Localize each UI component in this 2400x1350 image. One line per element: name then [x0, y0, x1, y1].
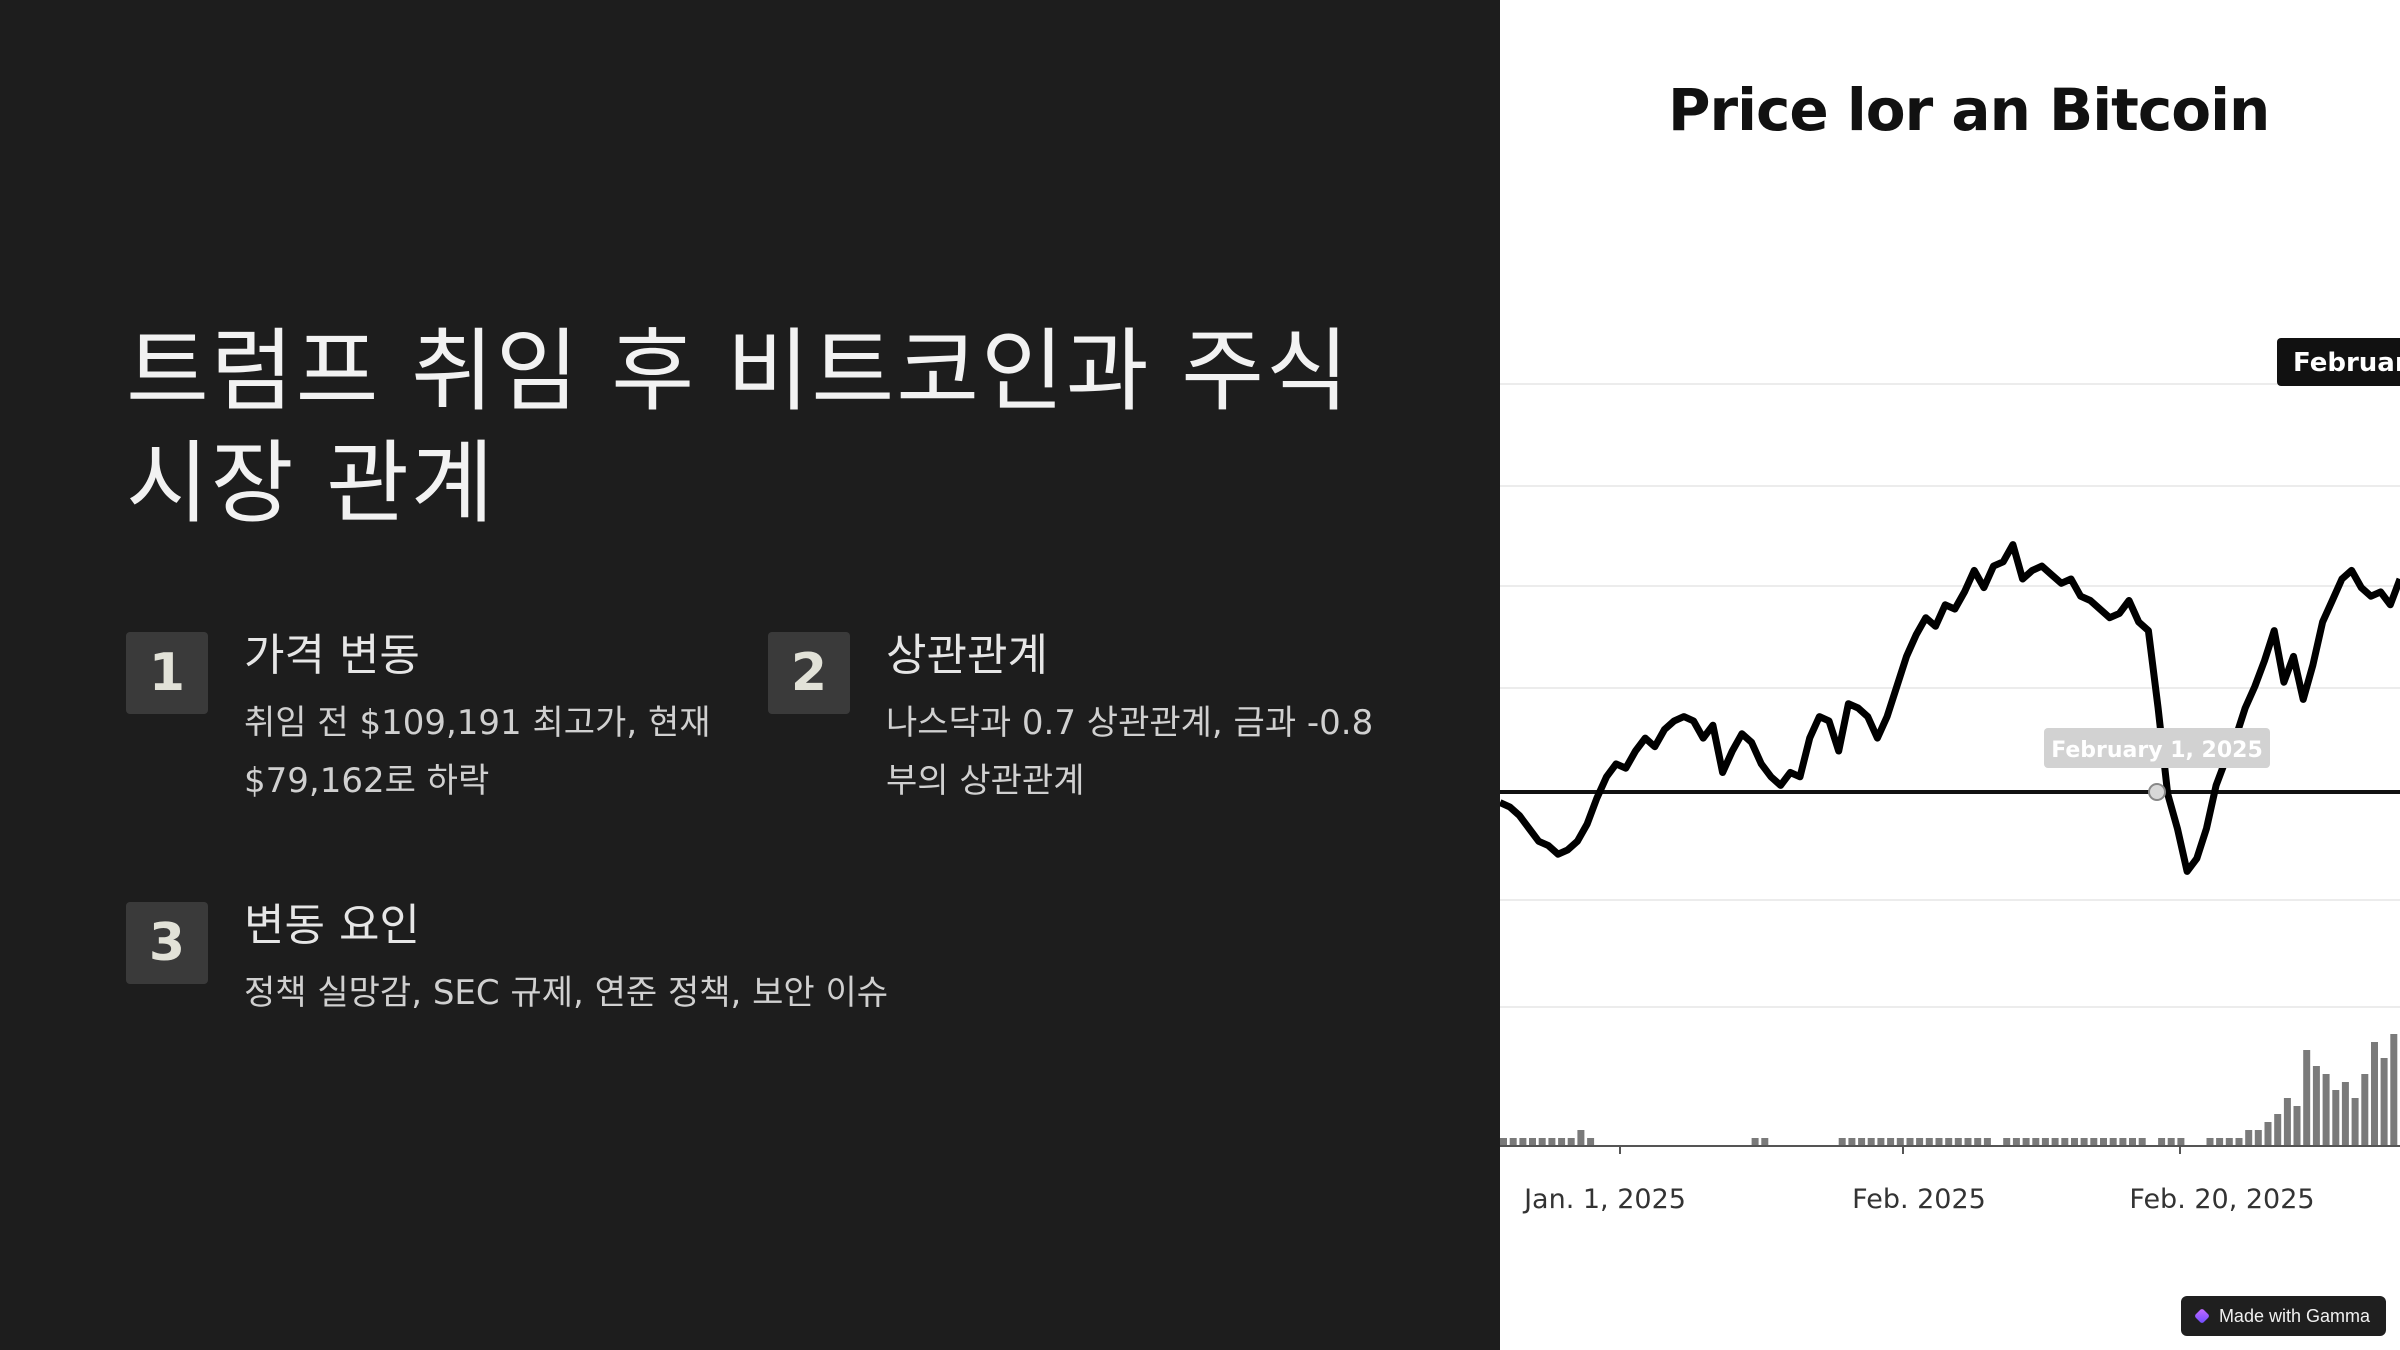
volume-bar	[2061, 1138, 2069, 1146]
volume-bar	[2167, 1138, 2175, 1146]
volume-bar	[2109, 1138, 2117, 1146]
volume-bar	[2080, 1138, 2088, 1146]
volume-bar	[1751, 1138, 1759, 1146]
x-tick-label: Jan. 1, 2025	[1522, 1184, 1686, 1215]
volume-bar	[2380, 1058, 2388, 1146]
volume-bar	[1964, 1138, 1972, 1146]
volume-bar	[1529, 1138, 1536, 1146]
volume-bar	[2090, 1138, 2098, 1146]
number-badge: 3	[126, 902, 208, 984]
volume-bar	[2293, 1106, 2301, 1146]
volume-bars	[1500, 1034, 2398, 1146]
volume-bar	[2158, 1138, 2166, 1146]
volume-bar	[1954, 1138, 1962, 1146]
volume-bar	[2041, 1138, 2049, 1146]
volume-bar	[2177, 1138, 2185, 1146]
volume-bar	[1500, 1138, 1507, 1146]
volume-bar	[2138, 1138, 2146, 1146]
volume-bar	[1838, 1138, 1846, 1146]
chart-image-panel: Price lor an Bitcoin February 1, 2025 Fe…	[1500, 0, 2400, 1350]
volume-bar	[1587, 1138, 1595, 1146]
volume-bar	[2245, 1130, 2253, 1146]
volume-bar	[2274, 1114, 2282, 1146]
volume-bar	[1887, 1138, 1895, 1146]
volume-bar	[2225, 1138, 2233, 1146]
volume-bar	[2022, 1138, 2030, 1146]
gamma-logo-icon	[2194, 1308, 2210, 1324]
volume-bar	[1983, 1138, 1991, 1146]
volume-bar	[1567, 1138, 1575, 1146]
item-title: 변동 요인	[244, 900, 420, 951]
volume-bar	[1548, 1138, 1556, 1146]
volume-bar	[2051, 1138, 2059, 1146]
volume-bar	[1538, 1138, 1546, 1146]
number-badge: 1	[126, 632, 208, 714]
volume-bar	[2283, 1098, 2291, 1146]
volume-bar	[2341, 1082, 2349, 1146]
item-description: 나스닥과 0.7 상관관계, 금과 -0.8 부의 상관관계	[886, 703, 1374, 801]
volume-bar	[2390, 1034, 2398, 1146]
volume-bar	[2264, 1122, 2272, 1146]
chart-gridlines	[1500, 383, 2400, 1008]
volume-bar	[2332, 1090, 2340, 1146]
volume-bar	[2303, 1050, 2311, 1146]
text-panel: 트럼프 취임 후 비트코인과 주식시장 관계 1 가격 변동 취임 전 $109…	[126, 319, 1374, 1013]
volume-bar	[2371, 1042, 2378, 1146]
volume-bar	[2322, 1074, 2330, 1146]
item-title: 가격 변동	[244, 630, 420, 681]
item-description: 정책 실망감, SEC 규제, 연준 정책, 보안 이슈	[244, 973, 889, 1013]
volume-bar	[2254, 1130, 2262, 1146]
volume-bar	[1916, 1138, 1924, 1146]
slide-title: 트럼프 취임 후 비트코인과 주식시장 관계	[126, 319, 1351, 536]
volume-bar	[1577, 1130, 1585, 1146]
volume-bar	[2129, 1138, 2136, 1146]
volume-bar	[1974, 1138, 1982, 1146]
x-tick-label: Feb. 20, 2025	[2129, 1184, 2314, 1215]
volume-bar	[2071, 1138, 2078, 1146]
volume-bar	[1906, 1138, 1914, 1146]
annotation-top-label: February	[2293, 348, 2400, 378]
made-with-gamma-badge[interactable]: Made with Gamma	[2180, 1296, 2386, 1336]
gamma-badge-label: Made with Gamma	[2218, 1305, 2370, 1326]
volume-bar	[1867, 1138, 1875, 1146]
volume-bar	[2351, 1098, 2359, 1146]
annotation-mid-label: February 1, 2025	[2051, 738, 2263, 763]
volume-bar	[2119, 1138, 2127, 1146]
annotation-mid: February 1, 2025	[2044, 728, 2270, 801]
volume-bar	[2032, 1138, 2040, 1146]
volume-bar	[2312, 1066, 2320, 1146]
volume-bar	[1925, 1138, 1933, 1146]
number-badge: 2	[768, 632, 850, 714]
volume-bar	[1896, 1138, 1904, 1146]
volume-bar	[2361, 1074, 2369, 1146]
volume-bar	[1509, 1138, 1517, 1146]
volume-bar	[2003, 1138, 2011, 1146]
x-tick-label: Feb. 2025	[1852, 1184, 1986, 1215]
price-chart: February 1, 2025 February Jan. 1, 2025 F…	[1500, 338, 2400, 1215]
item-title: 상관관계	[886, 630, 1048, 681]
volume-bar	[2100, 1138, 2107, 1146]
volume-bar	[2235, 1138, 2243, 1146]
volume-bar	[1848, 1138, 1856, 1146]
volume-bar	[2012, 1138, 2020, 1146]
annotation-top: February	[2277, 338, 2400, 386]
item-description: 취임 전 $109,191 최고가, 현재 $79,162로 하락	[244, 703, 711, 801]
volume-bar	[1935, 1138, 1943, 1146]
volume-bar	[1858, 1138, 1866, 1146]
volume-bar	[1761, 1138, 1769, 1146]
chart-title: Price lor an Bitcoin	[1668, 76, 2270, 144]
volume-bar	[2216, 1138, 2224, 1146]
price-line	[1500, 541, 2400, 875]
volume-bar	[1558, 1138, 1566, 1146]
volume-bar	[1945, 1138, 1953, 1146]
volume-bar	[2206, 1138, 2214, 1146]
volume-bar	[1519, 1138, 1527, 1146]
volume-bar	[1877, 1138, 1885, 1146]
